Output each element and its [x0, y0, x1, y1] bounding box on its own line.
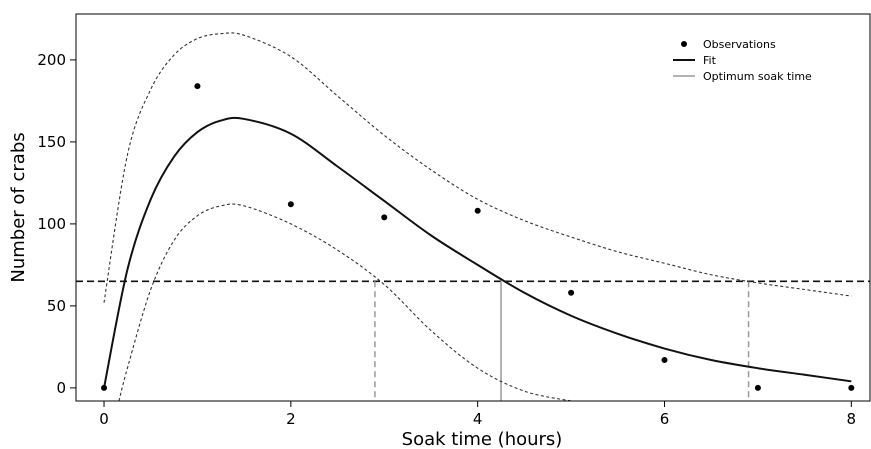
- x-tick-label: 0: [99, 410, 109, 428]
- y-tick-label: 0: [56, 379, 66, 397]
- observation-point: [568, 289, 575, 296]
- axes: 0 2 4 6 8 0 50 100 150 200 Soak time (hours) Number…: [8, 13, 871, 449]
- legend-label-fit: Fit: [703, 54, 717, 67]
- plot-content: [76, 32, 870, 401]
- y-tick-label: 100: [37, 215, 66, 233]
- observation-point: [101, 384, 108, 391]
- legend: Observations Fit Optimum soak time: [673, 38, 812, 83]
- fit-curve: [103, 116, 852, 389]
- plot-frame: [75, 13, 871, 402]
- x-tick-label: 2: [286, 410, 296, 428]
- plot-area: [76, 32, 870, 401]
- y-tick-label: 50: [47, 297, 66, 315]
- x-tick-label: 4: [473, 410, 483, 428]
- y-tick-label: 150: [37, 133, 66, 151]
- observation-point: [754, 384, 761, 391]
- legend-label-observations: Observations: [703, 38, 776, 51]
- y-axis-title: Number of crabs: [8, 132, 29, 282]
- observation-point: [661, 357, 668, 364]
- observation-point: [381, 214, 388, 221]
- lower-bound-curve: [118, 203, 572, 401]
- observation-point: [848, 384, 855, 391]
- legend-label-optimum-soak-time: Optimum soak time: [703, 70, 812, 83]
- observation-point: [194, 83, 201, 90]
- observation-point: [474, 207, 481, 214]
- x-tick-label: 6: [660, 410, 670, 428]
- y-tick-label: 200: [37, 51, 66, 69]
- x-tick-label: 8: [847, 410, 857, 428]
- upper-bound-curve: [103, 32, 852, 303]
- legend-observations-symbol: [681, 41, 687, 47]
- observation-point: [287, 201, 294, 208]
- x-axis-title: Soak time (hours): [402, 429, 563, 449]
